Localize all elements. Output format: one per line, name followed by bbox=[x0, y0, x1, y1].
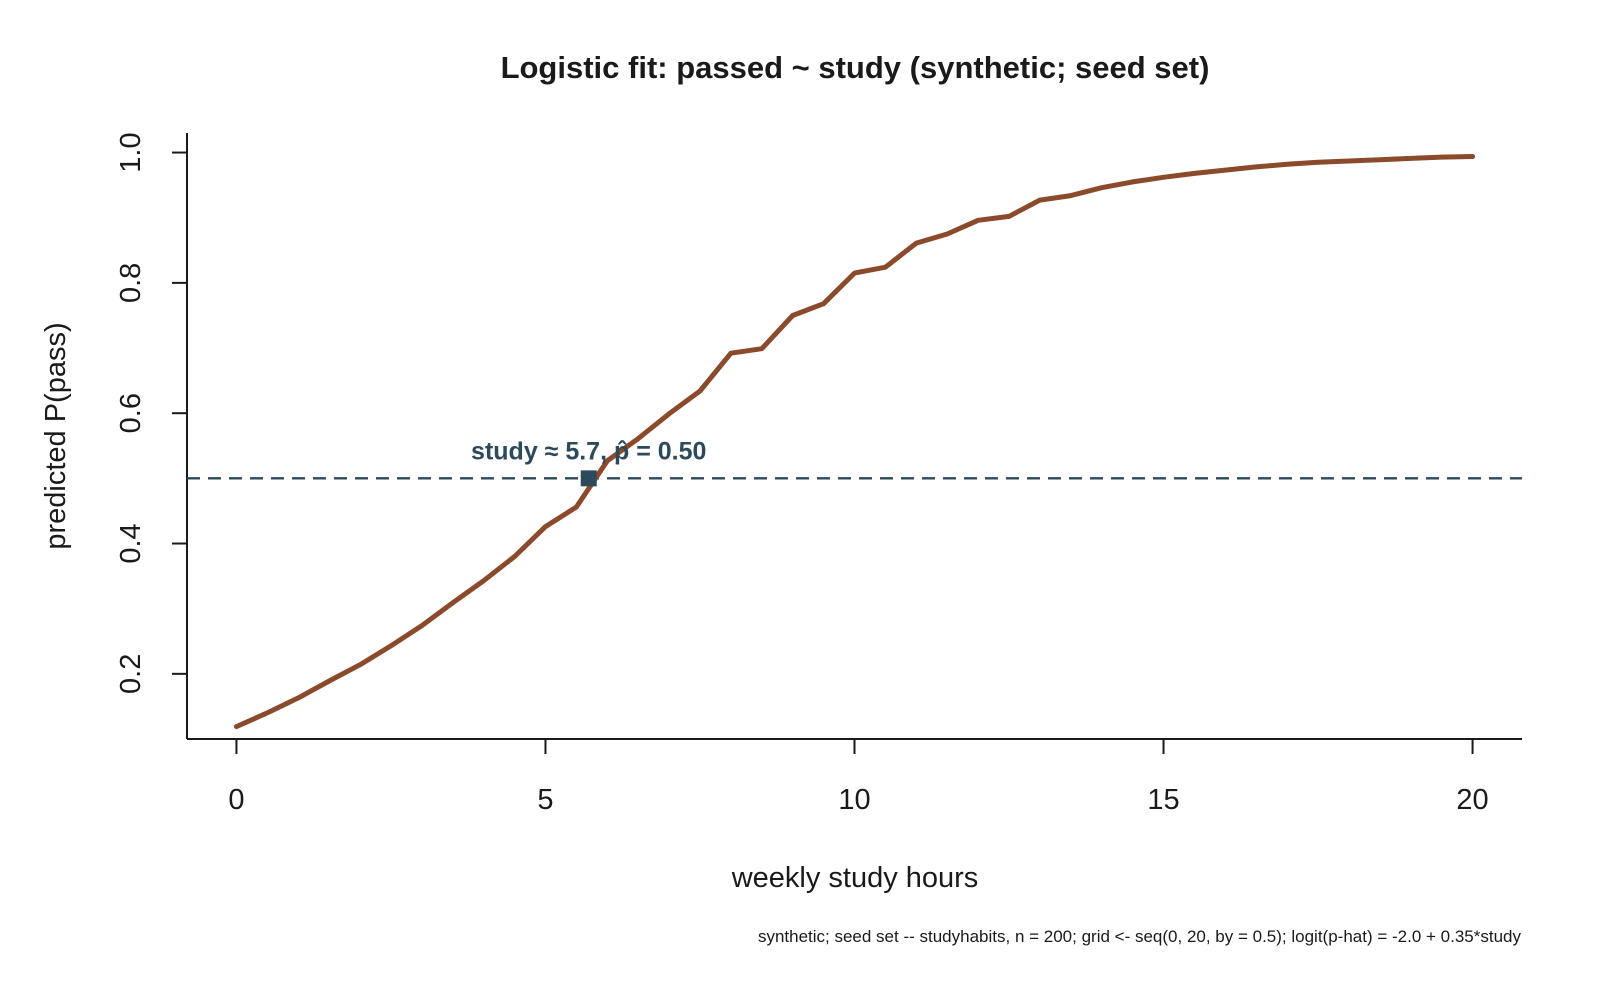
y-tick-label: 1.0 bbox=[115, 132, 147, 172]
midpoint-marker bbox=[580, 470, 597, 487]
y-tick-label: 0.2 bbox=[115, 654, 147, 694]
x-ticks: 0 5 10 15 20 bbox=[228, 739, 1489, 816]
x-tick-label: 5 bbox=[537, 784, 553, 816]
x-tick-label: 15 bbox=[1147, 784, 1179, 816]
y-tick-label: 0.6 bbox=[115, 393, 147, 433]
y-tick-label: 0.4 bbox=[115, 523, 147, 563]
y-ticks: 0.2 0.4 0.6 0.8 1.0 bbox=[115, 132, 187, 694]
y-axis-label: predicted P(pass) bbox=[40, 322, 72, 549]
x-axis-label: weekly study hours bbox=[731, 862, 979, 894]
x-tick-label: 10 bbox=[838, 784, 870, 816]
x-tick-label: 20 bbox=[1456, 784, 1488, 816]
x-tick-label: 0 bbox=[228, 784, 244, 816]
caption: synthetic; seed set -- studyhabits, n = … bbox=[758, 927, 1522, 946]
y-tick-label: 0.8 bbox=[115, 263, 147, 303]
fitted-curve-line bbox=[233, 154, 1476, 730]
chart-title: Logistic fit: passed ~ study (synthetic;… bbox=[501, 50, 1210, 85]
midpoint-annotation: study ≈ 5.7, p̂ = 0.50 bbox=[471, 437, 706, 465]
